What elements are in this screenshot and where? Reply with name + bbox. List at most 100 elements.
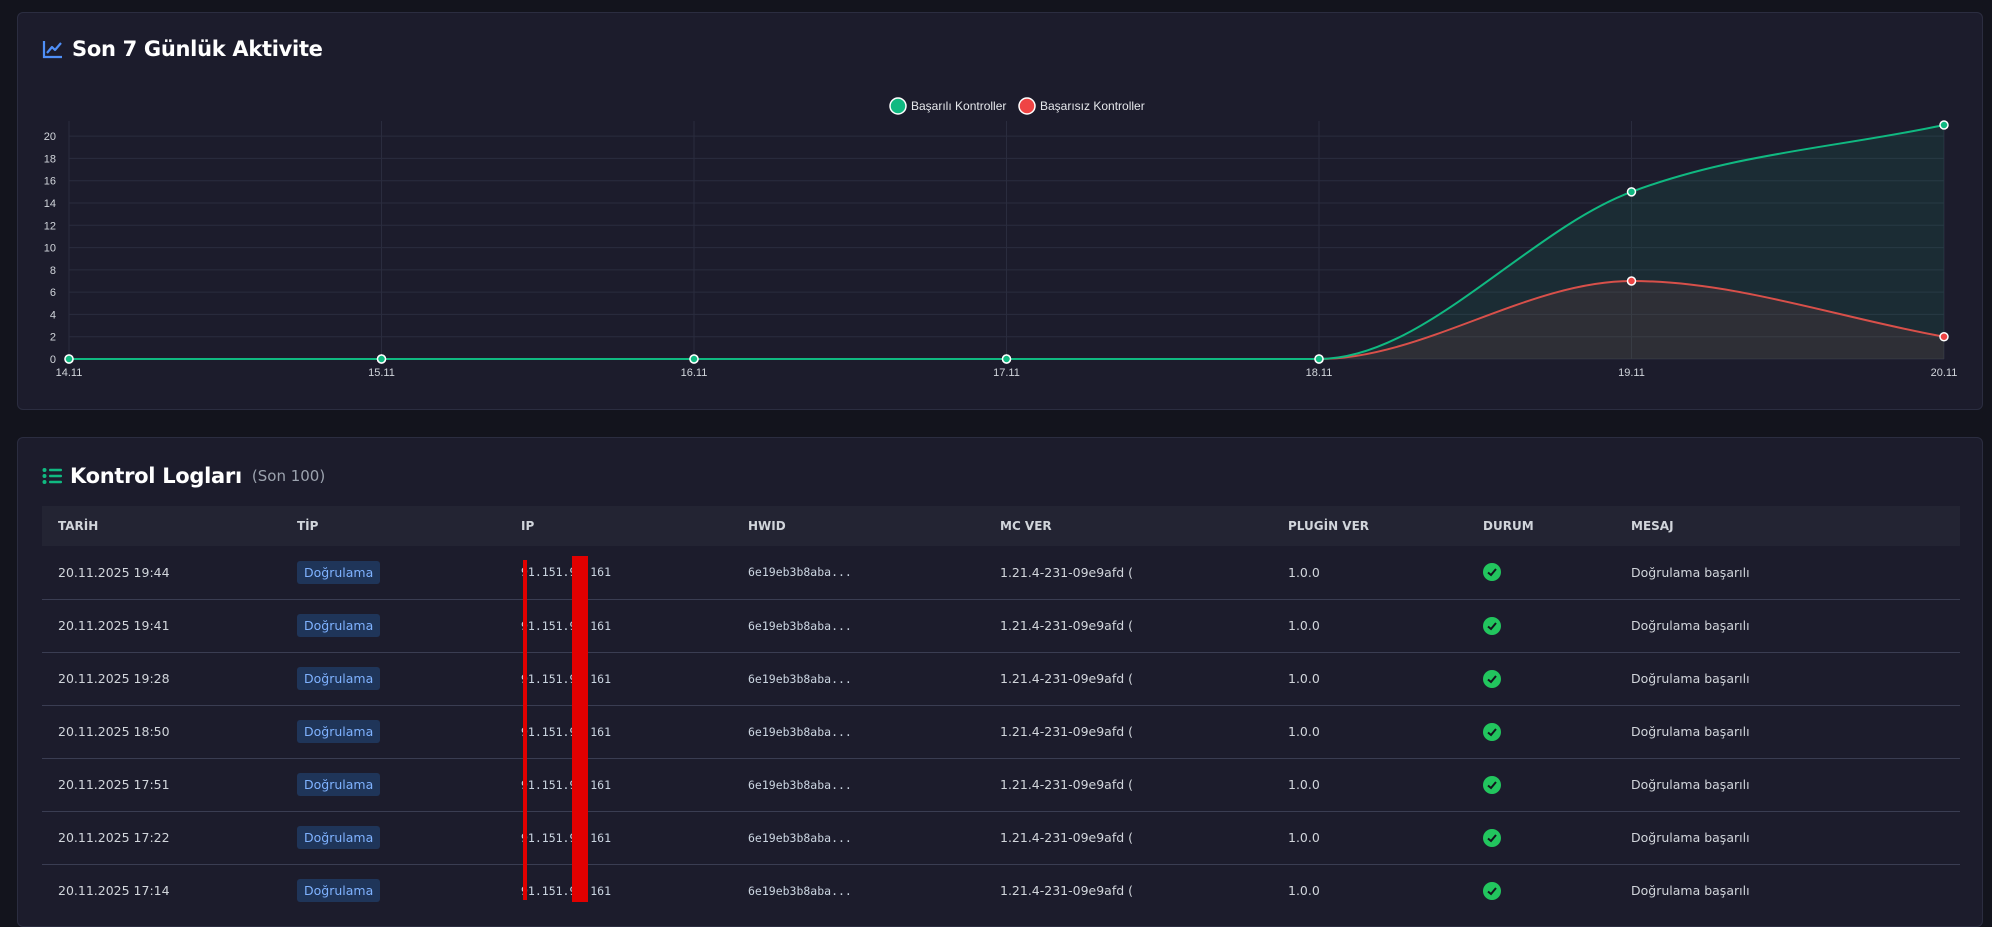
mc-version-cell: 1.21.4-231-09e9afd ( [1000, 883, 1134, 899]
column-header[interactable]: MESAJ [1631, 519, 1674, 533]
line-chart-icon [42, 41, 62, 59]
logs-subtitle: (Son 100) [251, 467, 326, 485]
column-header[interactable]: DURUM [1483, 519, 1534, 533]
column-header[interactable]: IP [521, 519, 535, 533]
redaction-box [572, 556, 588, 902]
list-icon [42, 468, 62, 484]
ip-cell: 91.151.95.161 [521, 618, 612, 633]
data-point [1314, 354, 1324, 364]
hwid-cell: 6e19eb3b8aba... [748, 671, 852, 686]
hwid-cell: 6e19eb3b8aba... [748, 618, 852, 633]
ip-cell: 91.151.95.161 [521, 883, 612, 898]
column-header[interactable]: MC VER [1000, 519, 1052, 533]
column-header[interactable]: TİP [297, 519, 319, 533]
message-cell: Doğrulama başarılı [1631, 830, 1750, 845]
x-tick-label: 15.11 [368, 367, 395, 379]
data-point [1939, 120, 1949, 130]
y-tick-label: 16 [44, 176, 56, 188]
hwid-cell: 6e19eb3b8aba... [748, 777, 852, 792]
type-cell: Doğrulama [281, 811, 505, 864]
status-cell [1467, 811, 1615, 864]
mc-version-cell: 1.21.4-231-09e9afd ( [1000, 618, 1134, 633]
type-cell: Doğrulama [281, 705, 505, 758]
legend-swatch [889, 97, 907, 115]
date-cell: 20.11.2025 19:28 [58, 671, 170, 686]
hwid-cell: 6e19eb3b8aba... [748, 724, 852, 739]
type-cell: Doğrulama [281, 864, 505, 917]
status-cell [1467, 652, 1615, 705]
ip-cell: 91.151.95.161 [521, 777, 612, 792]
series-area [69, 125, 1944, 359]
status-cell [1467, 758, 1615, 811]
check-circle-icon [1483, 669, 1501, 688]
plugin-version-cell: 1.0.0 [1288, 777, 1320, 792]
y-tick-label: 6 [50, 287, 56, 299]
table-row[interactable]: 20.11.2025 17:22 Doğrulama 91.151.95.161 6e… [42, 811, 1960, 864]
activity-card: Son 7 Günlük Aktivite 0 2 4 6 8 10 12 14 16 18 20 1… [17, 12, 1983, 410]
legend-swatch [1018, 97, 1036, 115]
y-tick-label: 14 [44, 198, 56, 210]
type-badge: Doğrulama [297, 773, 381, 796]
mc-version-cell: 1.21.4-231-09e9afd ( [1000, 564, 1134, 580]
message-cell: Doğrulama başarılı [1631, 724, 1750, 739]
ip-cell: 91.151.95.161 [521, 724, 612, 739]
x-tick-label: 14.11 [56, 367, 83, 379]
y-tick-label: 20 [44, 131, 56, 143]
table-row[interactable]: 20.11.2025 19:28 Doğrulama 91.151.95.161 6e… [42, 652, 1960, 705]
status-cell [1467, 864, 1615, 917]
type-badge: Doğrulama [297, 560, 381, 584]
y-tick-label: 2 [50, 332, 56, 344]
mc-version-cell: 1.21.4-231-09e9afd ( [1000, 777, 1134, 792]
activity-chart: 0 2 4 6 8 10 12 14 16 18 20 14.11 15.11 16.11 17.11 18.… [44, 97, 1957, 379]
table-row[interactable]: 20.11.2025 19:44 Doğrulama 91.151.95.161 6e… [42, 546, 1960, 599]
column-header[interactable]: PLUGİN VER [1288, 519, 1370, 533]
type-badge: Doğrulama [297, 826, 381, 849]
plugin-version-cell: 1.0.0 [1288, 564, 1320, 580]
check-circle-icon [1483, 775, 1501, 794]
table-row[interactable]: 20.11.2025 19:41 Doğrulama 91.151.95.161 6e… [42, 599, 1960, 652]
x-tick-label: 18.11 [1306, 367, 1333, 379]
ip-cell: 91.151.95.161 [521, 565, 612, 580]
data-point [376, 354, 387, 364]
plugin-version-cell: 1.0.0 [1288, 618, 1320, 633]
message-cell: Doğrulama başarılı [1631, 671, 1750, 686]
table-row[interactable]: 20.11.2025 17:14 Doğrulama 91.151.95.161 6e… [42, 864, 1960, 917]
data-point [1001, 354, 1012, 364]
column-header[interactable]: TARİH [58, 519, 99, 533]
plugin-version-cell: 1.0.0 [1288, 830, 1320, 845]
check-circle-icon [1483, 722, 1501, 741]
plugin-version-cell: 1.0.0 [1288, 883, 1320, 899]
mc-version-cell: 1.21.4-231-09e9afd ( [1000, 671, 1134, 686]
type-badge: Doğrulama [297, 720, 381, 743]
ip-cell: 91.151.95.161 [521, 671, 612, 686]
logs-title: Kontrol Logları (Son 100) [42, 464, 325, 488]
logs-table: TARİH TİP IP HWID MC VER PLUGİN VER DURU… [42, 506, 1960, 917]
mc-version-cell: 1.21.4-231-09e9afd ( [1000, 724, 1134, 739]
activity-title-text: Son 7 Günlük Aktivite [72, 37, 323, 61]
legend-item[interactable]: Başarısız Kontroller [1018, 97, 1145, 115]
y-tick-label: 18 [44, 153, 56, 165]
y-tick-label: 12 [44, 220, 56, 232]
y-tick-label: 4 [50, 309, 56, 321]
check-circle-icon [1483, 881, 1501, 900]
table-row[interactable]: 20.11.2025 18:50 Doğrulama 91.151.95.161 6e… [42, 705, 1960, 758]
table-header-row: TARİH TİP IP HWID MC VER PLUGİN VER DURU… [42, 506, 1960, 546]
column-header[interactable]: HWID [748, 519, 786, 533]
plugin-version-cell: 1.0.0 [1288, 671, 1320, 686]
date-cell: 20.11.2025 17:51 [58, 777, 170, 792]
message-cell: Doğrulama başarılı [1631, 564, 1750, 580]
legend-label: Başarılı Kontroller [911, 99, 1006, 113]
type-cell: Doğrulama [281, 546, 505, 599]
redaction-mark [523, 560, 527, 900]
table-row[interactable]: 20.11.2025 17:51 Doğrulama 91.151.95.161 6e… [42, 758, 1960, 811]
plugin-version-cell: 1.0.0 [1288, 724, 1320, 739]
logs-card: Kontrol Logları (Son 100) TARİH TİP IP H… [17, 437, 1983, 927]
x-tick-label: 16.11 [681, 367, 708, 379]
ip-cell: 91.151.95.161 [521, 830, 612, 845]
date-cell: 20.11.2025 19:41 [58, 618, 170, 633]
y-tick-label: 0 [50, 354, 56, 366]
logs-title-text: Kontrol Logları [70, 464, 242, 488]
legend-item[interactable]: Başarılı Kontroller [889, 97, 1006, 115]
x-tick-label: 17.11 [993, 367, 1020, 379]
check-circle-icon [1483, 563, 1501, 582]
